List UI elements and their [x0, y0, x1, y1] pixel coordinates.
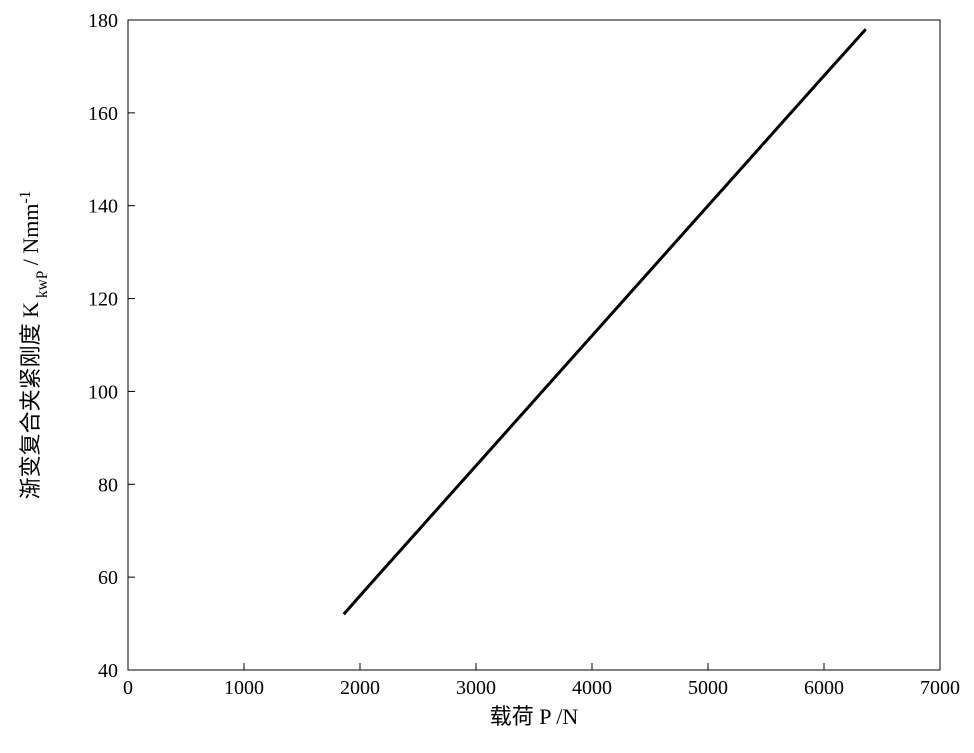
- plot-box: [128, 20, 940, 670]
- y-axis-label-suffix: / Nmm: [18, 203, 43, 270]
- data-series-line: [344, 29, 866, 614]
- y-tick-label: 80: [98, 474, 118, 496]
- x-tick-label: 4000: [572, 677, 612, 699]
- y-tick-label: 120: [88, 289, 118, 311]
- chart-svg: 0 1000 2000 3000 4000 5000 6000 7000 40 60 80 100 12…: [0, 0, 974, 753]
- y-axis-label-sub: kwP: [34, 271, 51, 302]
- y-tick-label: 100: [88, 381, 118, 403]
- y-axis-label-prefix: 渐变复合夹紧刚度 K: [18, 302, 43, 500]
- x-tick-label: 2000: [340, 677, 380, 699]
- x-tick-label: 6000: [804, 677, 844, 699]
- chart-container: 0 1000 2000 3000 4000 5000 6000 7000 40 60 80 100 12…: [0, 0, 974, 753]
- x-tick-label: 5000: [688, 677, 728, 699]
- y-tick-label: 60: [98, 567, 118, 589]
- x-tick-label: 1000: [224, 677, 264, 699]
- y-axis-label: 渐变复合夹紧刚度 K kwP / Nmm-1: [17, 191, 51, 500]
- y-tick-label: 180: [88, 10, 118, 32]
- y-axis-label-sup: -1: [17, 191, 34, 204]
- y-tick-label: 160: [88, 103, 118, 125]
- x-tick-label: 7000: [920, 677, 960, 699]
- y-tick-label: 40: [98, 660, 118, 682]
- x-tick-label: 0: [123, 677, 133, 699]
- y-axis-label-group: 渐变复合夹紧刚度 K kwP / Nmm-1: [17, 191, 51, 500]
- x-tick-label: 3000: [456, 677, 496, 699]
- x-axis-label: 载荷 P /N: [490, 704, 579, 729]
- y-tick-label: 140: [88, 196, 118, 218]
